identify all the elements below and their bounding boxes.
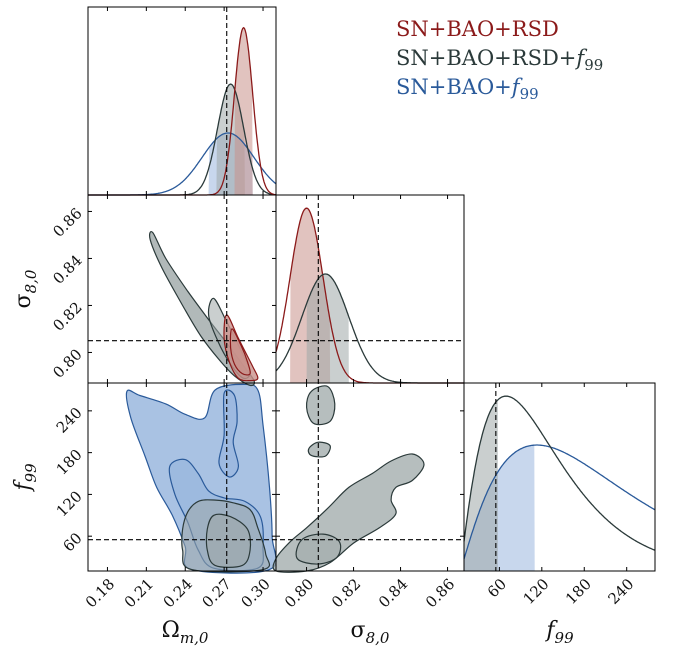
x-tick-label-s8: 0.82 — [328, 575, 364, 611]
y-axis-title-s8-symbol: σ — [11, 293, 36, 308]
y-tick-label-s8: 0.86 — [49, 204, 85, 240]
x-tick-label-om: 0.18 — [82, 575, 118, 611]
contour-f99-om_f-2 — [218, 389, 240, 478]
x-tick-label-om: 0.30 — [237, 575, 273, 611]
marginal-band-rsd-om — [234, 27, 253, 196]
legend-entry-1: SN+BAO+RSD+f99 — [396, 46, 603, 74]
x-tick-label-om: 0.21 — [121, 575, 157, 611]
legend-entry-subscript: 99 — [520, 85, 539, 103]
y-tick-label-f: 120 — [53, 487, 86, 520]
y-axis-title-s8: σ8,0 — [11, 269, 40, 308]
legend-entry-symbol: f — [510, 75, 523, 99]
legend-entry-0: SN+BAO+RSD — [396, 17, 559, 41]
x-tick-label-s8: 0.86 — [422, 575, 458, 611]
x-axis-title-s8-subscript: 8,0 — [366, 629, 390, 647]
marginal-band-rsd_f99-f — [464, 399, 498, 571]
x-axis-title-s8-symbol: σ — [351, 618, 366, 643]
ticks-layer — [88, 7, 628, 571]
y-axis-title-f: f99 — [11, 463, 40, 493]
y-axis-title-s8-subscript: 8,0 — [22, 269, 40, 293]
y-tick-label-f: 180 — [53, 446, 86, 479]
x-axis-title-f: f99 — [544, 618, 574, 647]
legend-entry-base: SN+BAO+RSD — [396, 17, 559, 41]
y-tick-label-s8: 0.80 — [49, 345, 85, 381]
x-tick-label-f: 120 — [520, 575, 553, 608]
x-tick-label-s8: 0.84 — [375, 575, 411, 611]
legend-entry-symbol: f — [574, 46, 587, 70]
panel-frames-layer — [87, 6, 656, 572]
y-tick-label-f: 240 — [53, 404, 86, 437]
y-tick-label-s8: 0.82 — [49, 298, 85, 334]
legend-entry-2: SN+BAO+f99 — [396, 75, 539, 103]
contour-rsd_f99-s8_f-3 — [307, 441, 331, 458]
x-axis-title-om-subscript: m,0 — [180, 629, 209, 647]
y-tick-label-s8: 0.84 — [49, 251, 85, 287]
x-tick-label-f: 240 — [604, 575, 637, 608]
contour-rsd_f99-s8_f-2 — [305, 385, 336, 426]
filled-regions-layer — [125, 27, 535, 574]
x-axis-title-f-subscript: 99 — [555, 629, 575, 647]
y-axis-title-f-subscript: 99 — [22, 463, 40, 483]
x-axis-title-om-symbol: Ω — [162, 618, 180, 643]
legend-entry-base: SN+BAO+ — [396, 75, 512, 99]
x-tick-label-f: 60 — [484, 575, 510, 601]
x-axis-title-om: Ωm,0 — [162, 618, 209, 647]
x-tick-label-om: 0.24 — [160, 575, 196, 611]
panel-frame-2-2 — [463, 382, 656, 572]
legend-entry-subscript: 99 — [584, 56, 603, 74]
x-tick-label-om: 0.27 — [199, 575, 235, 611]
legend-entry-base: SN+BAO+RSD+ — [396, 46, 576, 70]
x-axis-title-s8: σ8,0 — [351, 618, 390, 647]
contour-rsd_f99-om_f-1 — [205, 513, 252, 568]
x-tick-label-f: 180 — [562, 575, 595, 608]
x-tick-label-s8: 0.80 — [281, 575, 317, 611]
y-tick-label-f: 60 — [59, 529, 85, 555]
